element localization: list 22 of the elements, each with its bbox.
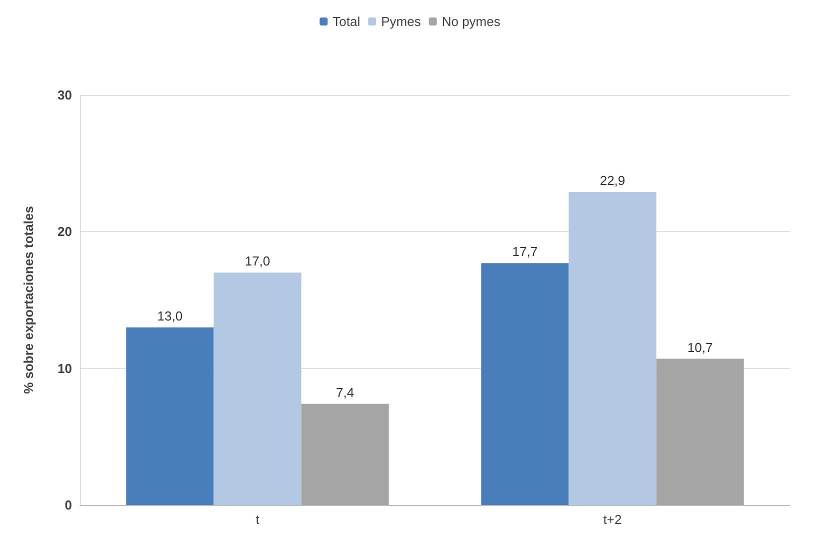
bar: [656, 358, 744, 505]
x-tick-label: t: [256, 512, 260, 527]
x-tick-label: t+2: [603, 512, 622, 527]
data-label: 7,4: [336, 384, 354, 400]
y-tick-label: 0: [64, 498, 72, 512]
y-tick-label: 30: [58, 88, 72, 102]
legend-label: Pymes: [381, 14, 422, 29]
bar: [126, 327, 214, 505]
legend-label: No pymes: [442, 14, 501, 29]
legend-label: Total: [332, 14, 360, 29]
y-tick-label: 10: [58, 360, 72, 376]
data-label: 10,7: [687, 340, 713, 355]
data-label: 22,9: [600, 173, 626, 188]
bar: [481, 263, 569, 505]
bar: [568, 192, 656, 505]
bar: [301, 404, 389, 505]
bar: [214, 272, 302, 505]
data-label: 13,0: [157, 308, 183, 324]
data-label: 17,7: [512, 244, 538, 260]
data-label: 17,0: [244, 254, 270, 269]
y-axis-title: % sobre exportaciones totales: [21, 206, 36, 394]
y-tick-label: 20: [58, 224, 72, 240]
